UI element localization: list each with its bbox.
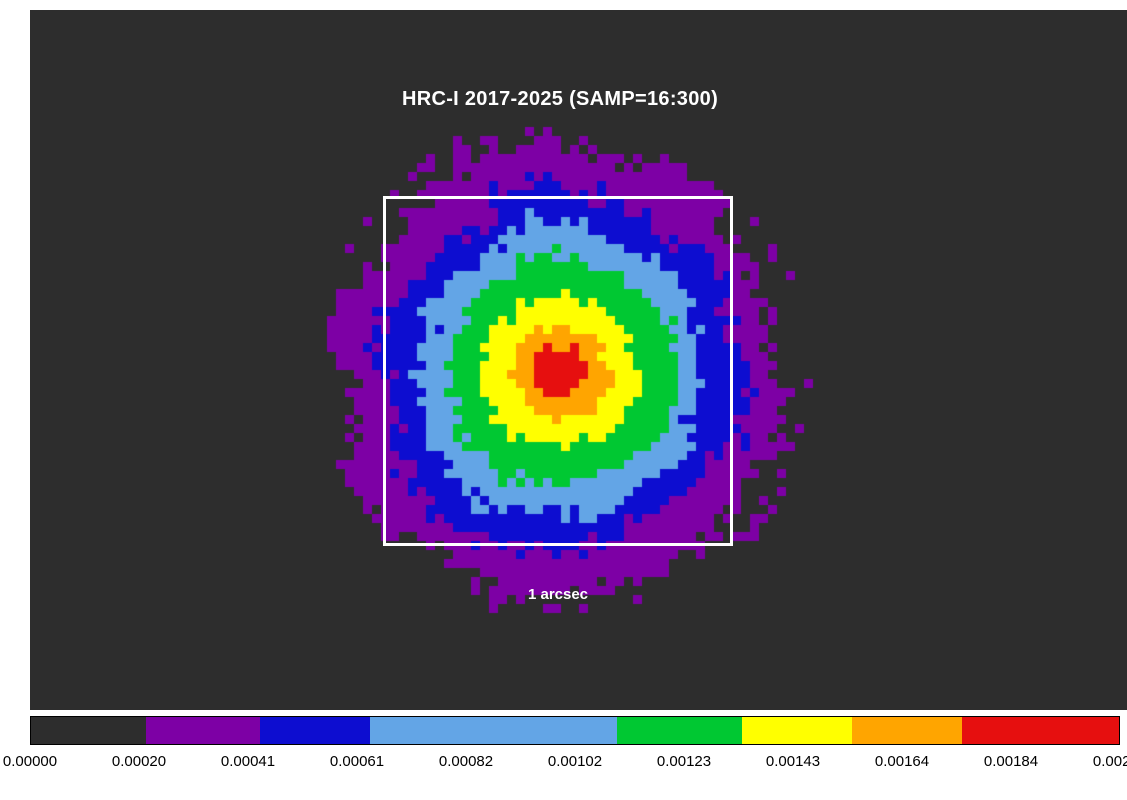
colorbar-tick-label: 0.00123 xyxy=(656,753,712,770)
colorbar-tick-labels: 0.00000 0.00020 0.00041 0.00061 0.00082 0.001… xyxy=(3,753,1127,775)
roi-box xyxy=(383,196,733,546)
colorbar xyxy=(30,716,1120,745)
colorbar-tick-label: 0.00102 xyxy=(547,753,603,770)
colorbar-segment-light-blue xyxy=(370,717,618,744)
colorbar-tick-label: 0.00164 xyxy=(874,753,930,770)
colorbar-tick-label: 0.00000 xyxy=(2,753,58,770)
colorbar-segment-red xyxy=(961,717,1119,744)
colorbar-tick-label: 0.00143 xyxy=(765,753,821,770)
colorbar-segment-purple xyxy=(145,717,261,744)
colorbar-segment-background-gray xyxy=(31,717,146,744)
colorbar-tick-label: 0.00061 xyxy=(329,753,385,770)
colorbar-tick-label: 0.00204 xyxy=(1092,753,1127,770)
chart-title: HRC-I 2017-2025 (SAMP=16:300) xyxy=(401,88,719,110)
colorbar-segment-green xyxy=(617,717,742,744)
colorbar-tick-label: 0.00041 xyxy=(220,753,276,770)
colorbar-tick-label: 0.00082 xyxy=(438,753,494,770)
colorbar-segment-yellow xyxy=(741,717,852,744)
colorbar-segment-orange xyxy=(851,717,962,744)
scale-bar-label: 1 arcsec xyxy=(527,586,589,603)
colorbar-segment-blue xyxy=(260,717,371,744)
colorbar-tick-label: 0.00020 xyxy=(111,753,167,770)
psf-image-area: HRC-I 2017-2025 (SAMP=16:300) 1 arcsec xyxy=(30,10,1127,710)
colorbar-tick-label: 0.00184 xyxy=(983,753,1039,770)
psf-heatmap-canvas xyxy=(30,10,1127,710)
